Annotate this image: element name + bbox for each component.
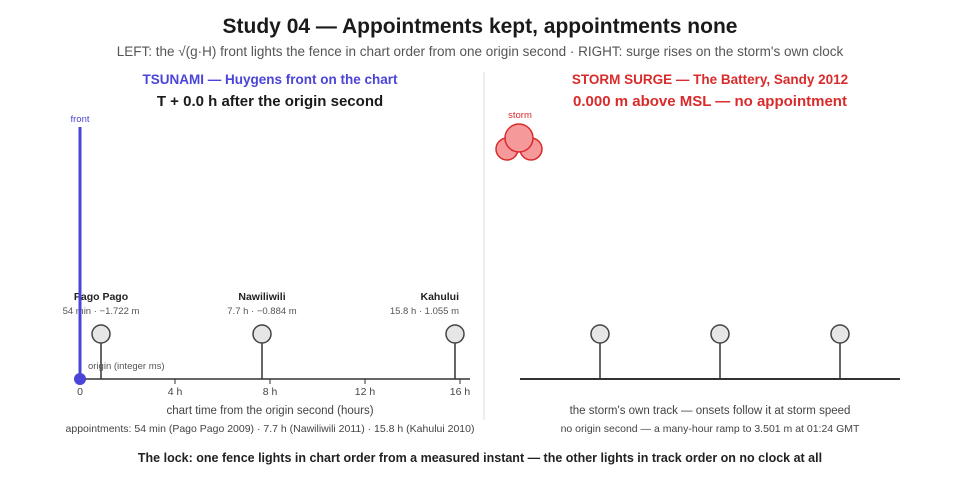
station-lamp: [445, 324, 465, 344]
station-lamp: [91, 324, 111, 344]
lamp-bulb: [710, 324, 730, 344]
surge-lamp-1: [590, 324, 610, 379]
axis-tick-label-4h: 4 h: [168, 386, 183, 398]
appointments-note: appointments: 54 min (Pago Pago 2009) · …: [66, 423, 475, 435]
station-name: Kahului: [421, 291, 460, 303]
station-name: Pago Pago: [74, 291, 128, 303]
storm-icon: storm: [495, 110, 543, 161]
storm-panel-title: STORM SURGE — The Battery, Sandy 2012: [572, 72, 848, 87]
tsunami-panel-title: TSUNAMI — Huygens front on the chart: [142, 72, 398, 87]
station-detail: 7.7 h · −0.884 m: [227, 306, 297, 317]
lamp-bulb: [830, 324, 850, 344]
station-lamp: [252, 324, 272, 344]
lamp-bulb: [590, 324, 610, 344]
footer-lock-note: The lock: one fence lights in chart orde…: [138, 451, 822, 465]
station-detail: 15.8 h · 1.055 m: [390, 306, 459, 317]
station-kahului: Kahului 15.8 h · 1.055 m: [390, 291, 465, 379]
station-pago-pago: Pago Pago 54 min · −1.722 m: [63, 291, 140, 379]
station-detail: 54 min · −1.722 m: [63, 306, 140, 317]
origin-label: origin (integer ms): [88, 361, 165, 372]
storm-cell: [504, 123, 534, 153]
station-name: Nawiliwili: [238, 291, 285, 303]
page-title: Study 04 — Appointments kept, appointmen…: [223, 15, 738, 38]
surge-lamp-3: [830, 324, 850, 379]
station-nawiliwili: Nawiliwili 7.7 h · −0.884 m: [227, 291, 297, 379]
tsunami-panel: TSUNAMI — Huygens front on the chart T +…: [63, 72, 475, 435]
surge-readout: 0.000 m above MSL — no appointment: [573, 93, 847, 110]
axis-tick-label-0: 0: [77, 386, 83, 398]
axis-tick-label-12h: 12 h: [355, 386, 376, 398]
axis-tick-label-16h: 16 h: [450, 386, 471, 398]
storm-label: storm: [508, 110, 532, 121]
tsunami-time-readout: T + 0.0 h after the origin second: [157, 93, 383, 110]
track-caption: the storm's own track — onsets follow it…: [570, 405, 851, 417]
axis-tick-label-8h: 8 h: [263, 386, 278, 398]
surge-lamp-2: [710, 324, 730, 379]
origin-dot: [74, 373, 86, 385]
axis-ticks: 0 4 h 8 h 12 h 16 h: [77, 379, 470, 398]
page-subtitle: LEFT: the √(g·H) front lights the fence …: [117, 44, 844, 59]
storm-surge-panel: STORM SURGE — The Battery, Sandy 2012 0.…: [495, 72, 900, 435]
surge-note: no origin second — a many-hour ramp to 3…: [561, 423, 860, 435]
front-label: front: [70, 114, 89, 125]
axis-caption: chart time from the origin second (hours…: [166, 405, 373, 417]
